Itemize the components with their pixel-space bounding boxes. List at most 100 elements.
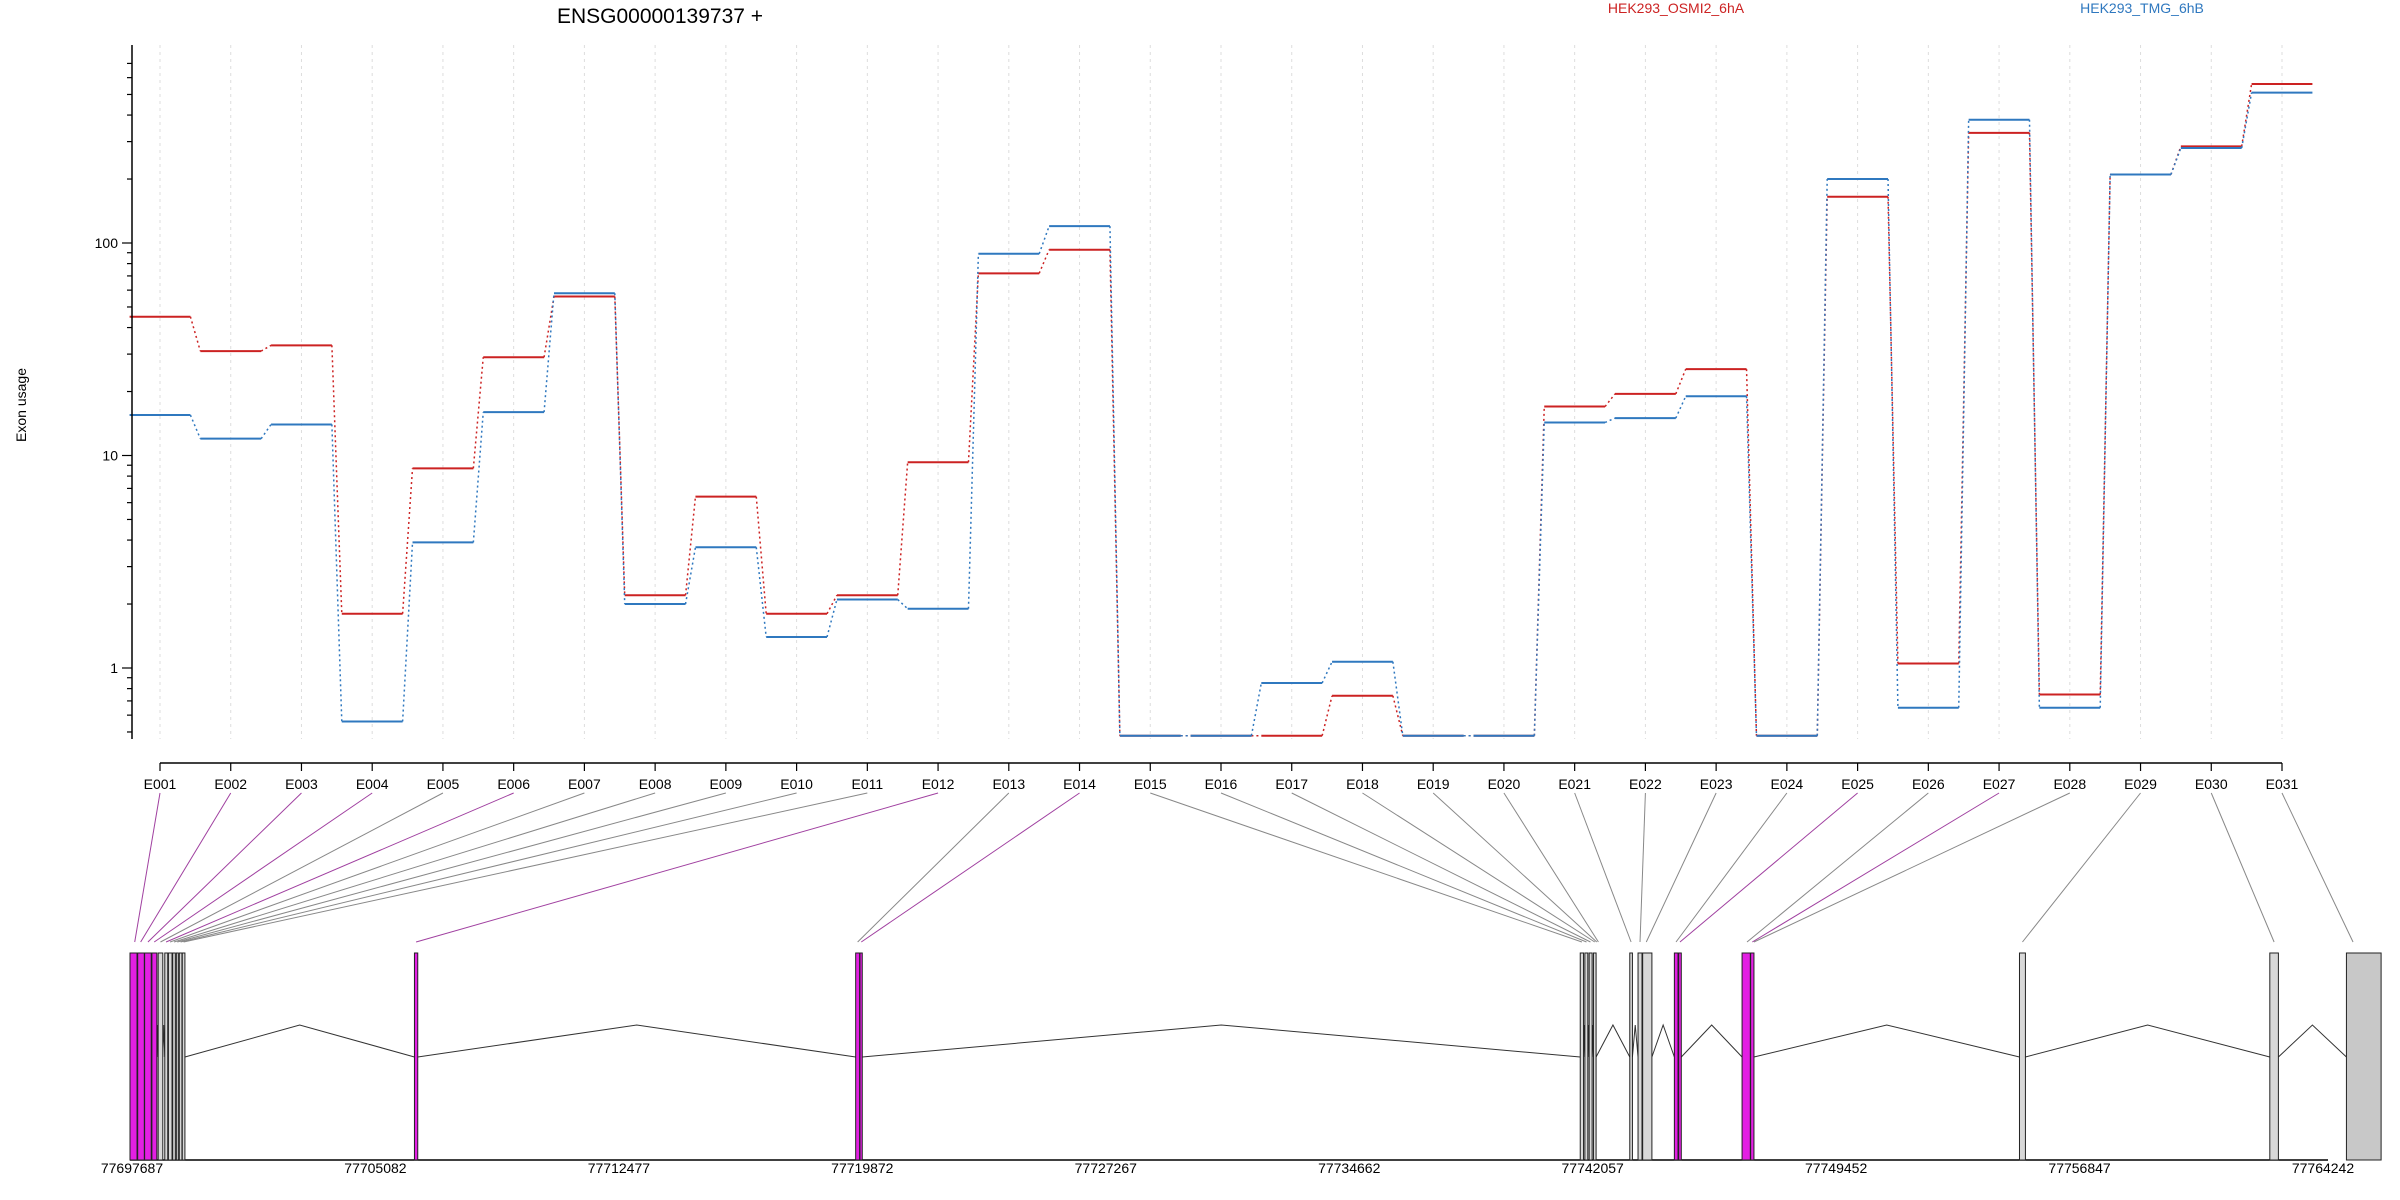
exon-link-E019 <box>1432 792 1598 943</box>
x-tick-label-E008: E008 <box>639 776 672 792</box>
exon-box-9 <box>175 952 179 1161</box>
series-tmg-connector-E005 <box>472 412 484 543</box>
series-osmi2-connector-E017 <box>1321 695 1333 736</box>
genomic-coordinate-77734662: 77734662 <box>1318 1160 1381 1176</box>
series-osmi2-connector-E018 <box>1392 695 1404 736</box>
series-tmg-connector-E012 <box>967 253 980 609</box>
series-osmi2-connector-E007 <box>614 296 626 596</box>
exon-link-E025 <box>1679 792 1858 943</box>
exon-box-11 <box>181 952 186 1161</box>
x-tick-label-E003: E003 <box>285 776 318 792</box>
x-tick-label-E001: E001 <box>144 776 177 792</box>
axes <box>131 45 2282 764</box>
exon-box-15 <box>1579 952 1585 1161</box>
exon-link-E009 <box>177 792 726 943</box>
exon-box-22 <box>1673 952 1679 1161</box>
series-osmi2-connector-E028 <box>2099 174 2111 695</box>
series-osmi2-connector-E010 <box>826 594 838 615</box>
series-tmg-connector-E004 <box>401 542 414 722</box>
exon-box-16 <box>1584 952 1589 1161</box>
series-osmi2-connector-E011 <box>897 462 909 596</box>
series-osmi2-connector-E026 <box>1957 132 1970 664</box>
intron-line <box>184 1024 415 1058</box>
series-osmi2-connector-E013 <box>1038 249 1050 274</box>
x-tick-label-E025: E025 <box>1841 776 1874 792</box>
series-tmg-connector-E002 <box>260 424 272 440</box>
exon-box-17 <box>1588 952 1593 1161</box>
tick-layer: E001 E002 E003 E004 E005 E006 E007 E008 E009 E010… <box>95 62 2299 792</box>
y-tick-label-1: 1 <box>110 660 118 676</box>
exon-box-19 <box>1629 952 1633 1161</box>
x-tick-label-E006: E006 <box>497 776 530 792</box>
exon-link-E011 <box>183 792 868 943</box>
series-tmg-connector-E022 <box>1675 395 1687 419</box>
exon-box-26 <box>2018 952 2026 1161</box>
genomic-coordinate-77712477: 77712477 <box>588 1160 651 1176</box>
genomic-coordinate-77749452: 77749452 <box>1805 1160 1868 1176</box>
x-tick-label-E029: E029 <box>2124 776 2157 792</box>
exon-box-28 <box>2345 952 2382 1161</box>
series-osmi2-connector-E005 <box>472 357 484 469</box>
x-tick-label-E020: E020 <box>1488 776 1521 792</box>
series-osmi2-connector-E022 <box>1675 368 1687 395</box>
exon-link-E017 <box>1291 792 1591 943</box>
series-tmg-connector-E008 <box>684 547 697 605</box>
exon-link-E004 <box>153 792 373 943</box>
series-tmg-connector-E006 <box>543 293 555 413</box>
x-tick-label-E024: E024 <box>1771 776 1804 792</box>
x-tick-label-E015: E015 <box>1134 776 1167 792</box>
exon-link-E002 <box>140 792 232 943</box>
x-tick-label-E021: E021 <box>1558 776 1591 792</box>
x-tick-label-E017: E017 <box>1275 776 1308 792</box>
exon-link-E018 <box>1362 792 1596 943</box>
exon-link-E012 <box>415 792 939 943</box>
exon-box-3 <box>144 952 152 1161</box>
series-osmi2-connector-E009 <box>755 496 767 614</box>
intron-line <box>1631 1024 1639 1058</box>
genomic-coordinate-77719872: 77719872 <box>831 1160 894 1176</box>
exon-link-E030 <box>2210 792 2275 943</box>
x-tick-label-E026: E026 <box>1912 776 1945 792</box>
x-tick-label-E004: E004 <box>356 776 389 792</box>
series-osmi2-connector-E020 <box>1533 406 1546 736</box>
intron-line <box>1753 1024 2020 1058</box>
genomic-coordinate-77764242: 77764242 <box>2292 1160 2355 1176</box>
exon-link-E013 <box>857 792 1010 943</box>
exon-link-E020 <box>1503 792 1599 943</box>
exon-link-E014 <box>860 792 1080 943</box>
series-tmg-connector-E020 <box>1533 422 1546 736</box>
x-tick-label-E010: E010 <box>780 776 813 792</box>
series-osmi2-connector-E012 <box>967 273 980 463</box>
series-tmg-connector-E017 <box>1321 661 1333 684</box>
x-tick-label-E012: E012 <box>922 776 955 792</box>
genomic-coordinate-77705082: 77705082 <box>344 1160 407 1176</box>
exon-box-25 <box>1750 952 1755 1161</box>
x-tick-label-E005: E005 <box>427 776 460 792</box>
legend-entry-tmg: HEK293_TMG_6hB <box>2080 0 2204 16</box>
intron-line <box>1595 1023 1631 1058</box>
series-layer <box>129 83 2313 737</box>
x-tick-label-E011: E011 <box>851 776 883 792</box>
legend-entry-osmi2: HEK293_OSMI2_6hA <box>1608 0 1745 16</box>
exon-link-E028 <box>1753 792 2071 943</box>
y-axis-label: Exon usage <box>13 368 29 442</box>
series-tmg-connector-E026 <box>1957 119 1970 708</box>
x-tick-label-E030: E030 <box>2195 776 2228 792</box>
exon-link-E007 <box>169 792 585 943</box>
series-osmi2-connector-E014 <box>1109 249 1121 736</box>
exon-box-12 <box>413 952 419 1161</box>
exon-box-6 <box>164 952 169 1161</box>
series-tmg-connector-E023 <box>1745 396 1758 736</box>
x-tick-label-E031: E031 <box>2266 776 2299 792</box>
exon-box-2 <box>137 952 145 1161</box>
series-osmi2-connector-E004 <box>401 468 414 614</box>
genomic-coordinate-77742057: 77742057 <box>1562 1160 1625 1176</box>
exon-box-18 <box>1592 952 1597 1161</box>
x-tick-label-E019: E019 <box>1417 776 1450 792</box>
exon-link-E006 <box>165 792 514 943</box>
exon-link-E024 <box>1675 792 1788 943</box>
series-osmi2-connector-E023 <box>1745 369 1758 736</box>
y-tick-label-10: 10 <box>102 448 118 464</box>
intron-line <box>2278 1024 2347 1058</box>
